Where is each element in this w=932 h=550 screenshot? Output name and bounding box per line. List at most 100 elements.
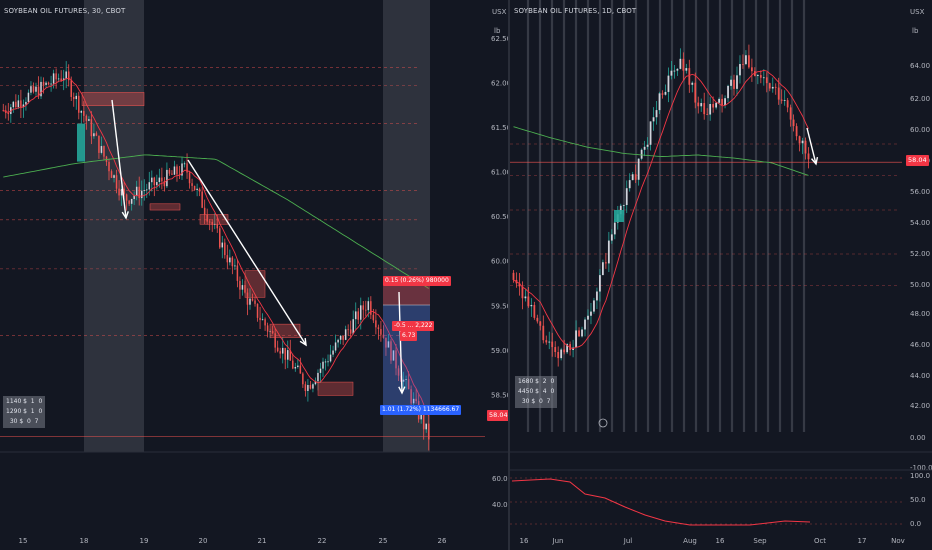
candle-body bbox=[32, 86, 35, 92]
candle-body bbox=[286, 350, 289, 360]
candle-body bbox=[219, 228, 221, 248]
candle-body bbox=[299, 365, 302, 374]
candle-body bbox=[427, 423, 430, 440]
osc-tick-label: 0.0 bbox=[910, 520, 921, 528]
candle-body bbox=[322, 361, 324, 369]
right-chart-pane[interactable]: 64.0062.0060.0058.0056.0054.0052.0050.00… bbox=[510, 0, 932, 550]
candle-body bbox=[524, 296, 527, 299]
candle-body bbox=[637, 158, 640, 180]
left-unit-top: USX bbox=[492, 8, 507, 16]
candle-body bbox=[387, 341, 390, 348]
candle-body bbox=[685, 68, 688, 71]
candle-body bbox=[37, 86, 40, 97]
osc-tick-label: 40.00 bbox=[492, 501, 512, 509]
target-label: 0.15 (0.26%) 980000 bbox=[383, 276, 451, 286]
candle-body bbox=[113, 175, 115, 178]
candle-body bbox=[721, 98, 723, 106]
demand-box bbox=[614, 210, 624, 222]
candle-body bbox=[103, 146, 105, 157]
candle-body bbox=[631, 174, 634, 181]
candle-body bbox=[133, 195, 135, 199]
left-unit-bottom: lb bbox=[494, 27, 501, 35]
candle-body bbox=[70, 80, 72, 97]
candle-body bbox=[700, 103, 703, 107]
price-tick-label: 64.00 bbox=[910, 62, 930, 70]
candle-body bbox=[17, 100, 20, 108]
candle-body bbox=[730, 79, 732, 86]
trend-arrow-head bbox=[299, 337, 307, 347]
candle-body bbox=[420, 414, 422, 420]
candle-body bbox=[324, 361, 327, 363]
price-tick-label: 61.50 bbox=[491, 124, 511, 132]
candle-body bbox=[193, 185, 196, 190]
price-tick-label: 60.50 bbox=[491, 213, 511, 221]
price-tick-label: 48.00 bbox=[910, 310, 930, 318]
candle-body bbox=[365, 309, 367, 311]
stats-row: 30 $ 0 7 bbox=[518, 398, 551, 405]
candle-body bbox=[412, 398, 415, 404]
candle-body bbox=[241, 285, 244, 290]
candle-body bbox=[745, 55, 747, 65]
candle-body bbox=[380, 328, 382, 335]
candle-body bbox=[153, 177, 156, 186]
candle-body bbox=[302, 373, 304, 385]
candle-body bbox=[667, 75, 670, 92]
stop-label: 1.01 (1.72%) 1134666.67 bbox=[380, 405, 462, 415]
candle-body bbox=[664, 91, 667, 95]
right-unit-bottom: lb bbox=[912, 27, 919, 35]
candle-body bbox=[748, 55, 750, 68]
date-tick-label: 22 bbox=[318, 537, 327, 545]
osc-tick-label: 50.0 bbox=[910, 496, 926, 504]
candle-body bbox=[518, 283, 521, 287]
candle-body bbox=[30, 86, 32, 93]
right-symbol-title: SOYBEAN OIL FUTURES, 1D, CBOT bbox=[514, 7, 637, 15]
candle-body bbox=[196, 188, 198, 190]
date-tick-label: 19 bbox=[140, 537, 149, 545]
candle-body bbox=[622, 205, 625, 206]
candle-body bbox=[349, 329, 352, 334]
trend-arrow-head bbox=[810, 157, 819, 166]
candle-body bbox=[7, 112, 10, 115]
candle-body bbox=[715, 102, 718, 108]
candle-body bbox=[357, 311, 360, 320]
date-tick-label: 18 bbox=[80, 537, 89, 545]
candle-body bbox=[83, 110, 85, 116]
candle-body bbox=[163, 181, 166, 187]
candle-body bbox=[249, 298, 251, 305]
date-tick-label: Sep bbox=[753, 537, 767, 545]
candle-body bbox=[281, 347, 284, 354]
candle-body bbox=[697, 102, 700, 107]
candle-body bbox=[539, 321, 542, 326]
candle-body bbox=[317, 372, 319, 382]
date-tick-label: 15 bbox=[19, 537, 28, 545]
candle-body bbox=[40, 81, 42, 97]
left-chart-pane[interactable]: 62.50 62.00 61.50 61.00 60.50 60.00 59.50 59.00… bbox=[0, 0, 512, 550]
candle-body bbox=[750, 67, 753, 72]
candle-body bbox=[188, 172, 191, 184]
date-tick-label: 26 bbox=[438, 537, 447, 545]
candle-body bbox=[148, 182, 151, 190]
trend-arrow-head bbox=[121, 211, 129, 220]
candle-body bbox=[332, 350, 334, 355]
candle-body bbox=[108, 161, 110, 172]
risk-reward-label: 6.73 bbox=[400, 331, 418, 341]
right-chart-canvas[interactable]: 64.0062.0060.0058.0056.0054.0052.0050.00… bbox=[510, 0, 932, 550]
candle-body bbox=[397, 368, 400, 376]
candle-body bbox=[548, 341, 551, 343]
left-chart-canvas[interactable]: 62.50 62.00 61.50 61.00 60.50 60.00 59.50 59.00… bbox=[0, 0, 512, 550]
candle-body bbox=[587, 315, 589, 320]
candle-body bbox=[35, 86, 37, 92]
candle-body bbox=[146, 189, 148, 191]
candle-body bbox=[512, 272, 515, 280]
candle-body bbox=[765, 77, 768, 84]
candle-body bbox=[807, 153, 810, 160]
candle-body bbox=[314, 381, 317, 385]
price-tick-label: 44.00 bbox=[910, 372, 930, 380]
pane-divider[interactable] bbox=[508, 0, 510, 550]
candle-body bbox=[604, 262, 607, 264]
candle-body bbox=[780, 99, 783, 101]
candle-body bbox=[62, 78, 65, 81]
candle-body bbox=[186, 163, 188, 173]
candle-body bbox=[72, 96, 75, 100]
candle-body bbox=[251, 298, 254, 301]
